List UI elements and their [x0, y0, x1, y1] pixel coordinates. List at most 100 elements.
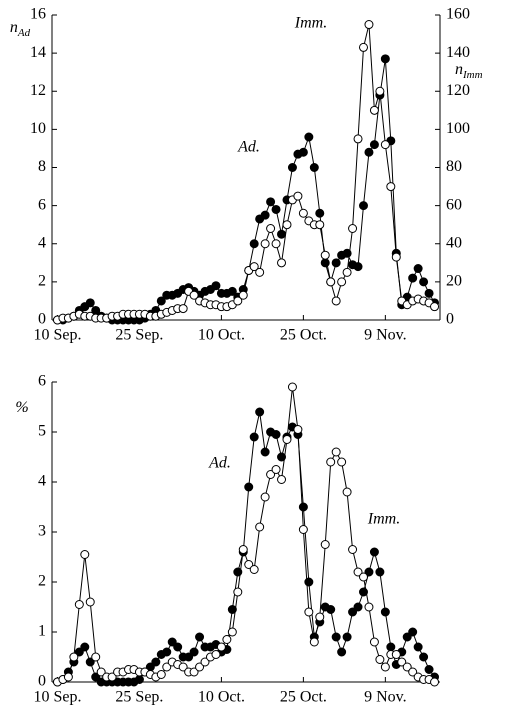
open-marker [96, 667, 106, 677]
open-marker [249, 262, 259, 272]
y-tick-label: 0 [38, 311, 46, 328]
open-marker [238, 290, 248, 300]
filled-marker [304, 132, 314, 142]
open-marker [386, 182, 396, 192]
open-marker [63, 672, 73, 682]
filled-marker [271, 430, 281, 439]
series-line [57, 386, 435, 683]
y-tick-label: 2 [38, 273, 46, 290]
open-marker [178, 304, 188, 314]
filled-marker [369, 140, 379, 150]
open-marker [326, 277, 336, 287]
y-tick-label: 2 [38, 573, 46, 590]
filled-marker [227, 605, 237, 614]
open-marker [249, 565, 259, 574]
open-marker [397, 657, 407, 667]
filled-marker [380, 54, 390, 64]
annotation: Ad. [208, 455, 231, 472]
filled-marker [298, 147, 308, 157]
filled-marker [134, 675, 144, 684]
open-marker [189, 290, 199, 300]
open-marker [369, 637, 379, 647]
x-tick-label: 25 Oct. [280, 327, 327, 344]
open-marker [277, 475, 287, 484]
open-marker [260, 492, 270, 502]
filled-marker [298, 502, 308, 512]
filled-marker [304, 577, 314, 587]
open-marker [85, 597, 95, 607]
open-marker [255, 267, 265, 277]
filled-marker [408, 273, 418, 283]
filled-marker [320, 258, 330, 268]
filled-marker [162, 647, 172, 657]
filled-marker [255, 407, 265, 417]
open-marker [200, 657, 210, 667]
y-tick-label: 14 [30, 44, 46, 61]
y-tick-label: 5 [38, 423, 46, 440]
x-tick-label: 10 Oct. [198, 689, 245, 706]
filled-marker [195, 632, 205, 642]
filled-marker [156, 296, 166, 306]
series-line [57, 24, 435, 321]
open-marker [364, 20, 374, 30]
filled-marker [337, 647, 347, 657]
open-marker [375, 86, 385, 96]
open-marker [342, 267, 352, 277]
filled-marker [91, 672, 101, 682]
open-marker [337, 457, 347, 467]
x-tick-label: 10 Oct. [198, 327, 245, 344]
open-marker [402, 662, 412, 672]
open-marker [74, 600, 84, 609]
open-marker [233, 296, 243, 306]
open-marker [195, 662, 205, 672]
annotation: Ad. [237, 139, 260, 156]
y-axis-label: % [15, 399, 28, 416]
filled-marker [260, 447, 270, 457]
open-marker [430, 302, 440, 312]
filled-marker [315, 208, 325, 218]
open-marker [320, 540, 330, 549]
open-marker [337, 277, 347, 287]
filled-marker [424, 665, 434, 674]
y-axis-label-main: % [15, 399, 28, 416]
y-tick-label: 4 [38, 234, 46, 251]
x-tick-label: 9 Nov. [364, 327, 407, 344]
filled-marker [287, 163, 297, 172]
open-marker [358, 572, 368, 582]
annotation: Imm. [367, 511, 400, 528]
open-marker [271, 465, 281, 474]
filled-marker [342, 632, 352, 642]
filled-marker [260, 210, 270, 220]
filled-marker [277, 229, 287, 239]
filled-marker [386, 642, 396, 652]
filled-marker [424, 288, 434, 298]
open-marker [216, 642, 226, 652]
y-tick-label: 6 [38, 196, 46, 213]
open-marker [91, 652, 101, 662]
y-tick-label: 8 [38, 158, 46, 175]
open-marker [358, 42, 368, 52]
filled-marker [249, 239, 259, 249]
filled-marker [342, 248, 352, 258]
y2-axis-label-main: n [455, 61, 463, 78]
y2-tick-label: 100 [446, 120, 470, 137]
open-marker [277, 258, 287, 268]
filled-marker [167, 637, 177, 647]
open-marker [293, 191, 303, 201]
open-marker [369, 105, 379, 115]
filled-marker [353, 262, 363, 272]
y-tick-label: 3 [38, 523, 46, 540]
y-tick-label: 12 [30, 82, 46, 99]
open-marker [222, 635, 232, 644]
open-marker [80, 550, 90, 559]
filled-marker [419, 652, 429, 662]
open-marker [287, 382, 297, 392]
y2-tick-label: 40 [446, 234, 462, 251]
filled-marker [331, 632, 341, 642]
filled-marker [375, 567, 385, 577]
open-marker [266, 224, 276, 233]
filled-marker [184, 652, 194, 662]
open-marker [342, 487, 352, 497]
filled-marker [271, 204, 281, 214]
